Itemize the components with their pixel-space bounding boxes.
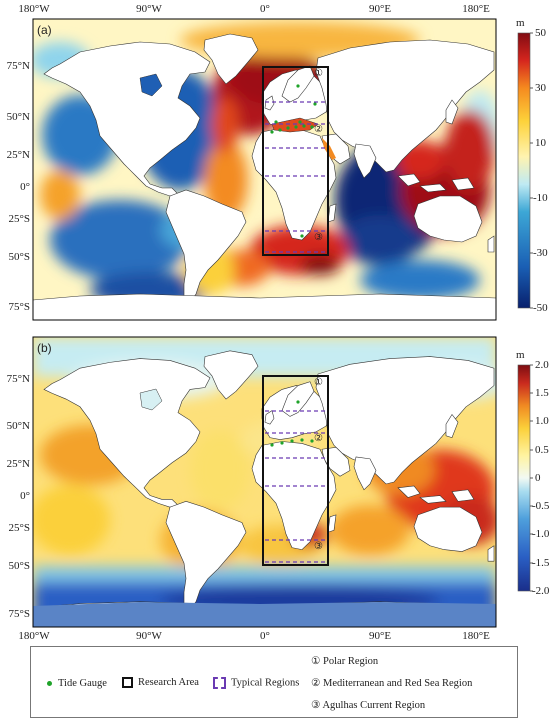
lat-label-75s-a: 75°S bbox=[8, 301, 30, 313]
lon-label-90e-top: 90°E bbox=[368, 3, 392, 15]
lat-label-75n-a: 75°N bbox=[6, 60, 30, 72]
lat-label-25n-a: 25°N bbox=[6, 149, 30, 161]
lon-label-0-top: 0° bbox=[260, 3, 270, 15]
lat-label-50s-b: 50°S bbox=[8, 560, 30, 572]
lon-label-90w-bottom: 90°W bbox=[136, 630, 162, 642]
panel-b-frame bbox=[32, 336, 497, 628]
colorbar-b-tick-neg1: -1.0 bbox=[532, 528, 550, 540]
panel-a-frame bbox=[32, 18, 497, 321]
panel-b-map bbox=[33, 337, 496, 627]
lat-label-75s-b: 75°S bbox=[8, 608, 30, 620]
region-2-marker-b: ② bbox=[314, 433, 323, 444]
colorbar-a-tick-neg30: -30 bbox=[533, 247, 548, 259]
tide-gauge-dot-icon bbox=[47, 681, 52, 687]
colorbar-a-tick-50: 50 bbox=[535, 27, 546, 39]
lon-label-180w-bottom: 180°W bbox=[18, 630, 50, 642]
lon-label-0-bottom: 0° bbox=[260, 630, 270, 642]
legend-tide-gauge: Tide Gauge bbox=[47, 678, 107, 690]
colorbar-a-tick-neg10: -10 bbox=[533, 192, 548, 204]
tide-gauge-markers-b bbox=[270, 400, 314, 447]
tide-gauge-markers-a bbox=[270, 84, 317, 238]
map-legend: Tide Gauge Research Area Typical Regions… bbox=[30, 646, 518, 718]
lat-label-75n-b: 75°N bbox=[6, 373, 30, 385]
colorbar-b-tick-0-5: 0.5 bbox=[535, 444, 549, 456]
lat-label-25n-b: 25°N bbox=[6, 458, 30, 470]
region-3-marker-b: ③ bbox=[314, 541, 323, 552]
lat-label-50n-a: 50°N bbox=[6, 111, 30, 123]
research-area-box-a bbox=[262, 66, 329, 256]
typical-region-dashed-icon bbox=[213, 677, 226, 689]
lon-label-90e-bottom: 90°E bbox=[368, 630, 392, 642]
region-2-marker-a: ② bbox=[314, 124, 323, 135]
legend-agulhas-region: ③ Agulhas Current Region bbox=[311, 700, 426, 711]
colorbar-b-unit: m bbox=[516, 349, 525, 361]
legend-med-region: ② Mediterranean and Red Sea Region bbox=[311, 678, 473, 689]
colorbar-a-tick-neg50: -50 bbox=[533, 302, 548, 314]
colorbar-b-tick-2: 2.0 bbox=[535, 359, 549, 371]
region-1-marker-a: ① bbox=[314, 68, 323, 79]
colorbar-a-tick-10: 10 bbox=[535, 137, 546, 149]
colorbar-b-tick-neg0-5: -0.5 bbox=[532, 500, 550, 512]
colorbar-b-tick-neg2: -2.0 bbox=[532, 585, 550, 597]
colorbar-b bbox=[517, 364, 531, 592]
panel-b-label: (b) bbox=[37, 341, 52, 355]
lat-label-25s-b: 25°S bbox=[8, 522, 30, 534]
legend-typical-regions: Typical Regions bbox=[213, 677, 299, 689]
lon-label-180e-bottom: 180°E bbox=[462, 630, 490, 642]
lat-label-50n-b: 50°N bbox=[6, 420, 30, 432]
colorbar-a-tick-30: 30 bbox=[535, 82, 546, 94]
legend-research-area: Research Area bbox=[122, 677, 199, 689]
lat-label-0-b: 0° bbox=[20, 490, 30, 502]
colorbar-b-tick-1: 1.0 bbox=[535, 415, 549, 427]
colorbar-b-tick-neg1-5: -1.5 bbox=[532, 557, 550, 569]
panel-a-label: (a) bbox=[37, 23, 52, 37]
colorbar-a-unit: m bbox=[516, 17, 525, 29]
colorbar-b-tick-1-5: 1.5 bbox=[535, 387, 549, 399]
panel-a-map bbox=[33, 19, 496, 320]
lat-label-25s-a: 25°S bbox=[8, 213, 30, 225]
legend-polar-region: ① Polar Region bbox=[311, 656, 379, 667]
colorbar-a bbox=[517, 32, 531, 309]
lon-label-180w-top: 180°W bbox=[18, 3, 50, 15]
lat-label-0-a: 0° bbox=[20, 181, 30, 193]
research-area-box-icon bbox=[122, 677, 133, 689]
colorbar-b-tick-0: 0 bbox=[535, 472, 541, 484]
region-1-marker-b: ① bbox=[314, 377, 323, 388]
research-area-box-b bbox=[262, 375, 329, 566]
lat-label-50s-a: 50°S bbox=[8, 251, 30, 263]
region-3-marker-a: ③ bbox=[314, 232, 323, 243]
lon-label-180e-top: 180°E bbox=[462, 3, 490, 15]
lon-label-90w-top: 90°W bbox=[136, 3, 162, 15]
